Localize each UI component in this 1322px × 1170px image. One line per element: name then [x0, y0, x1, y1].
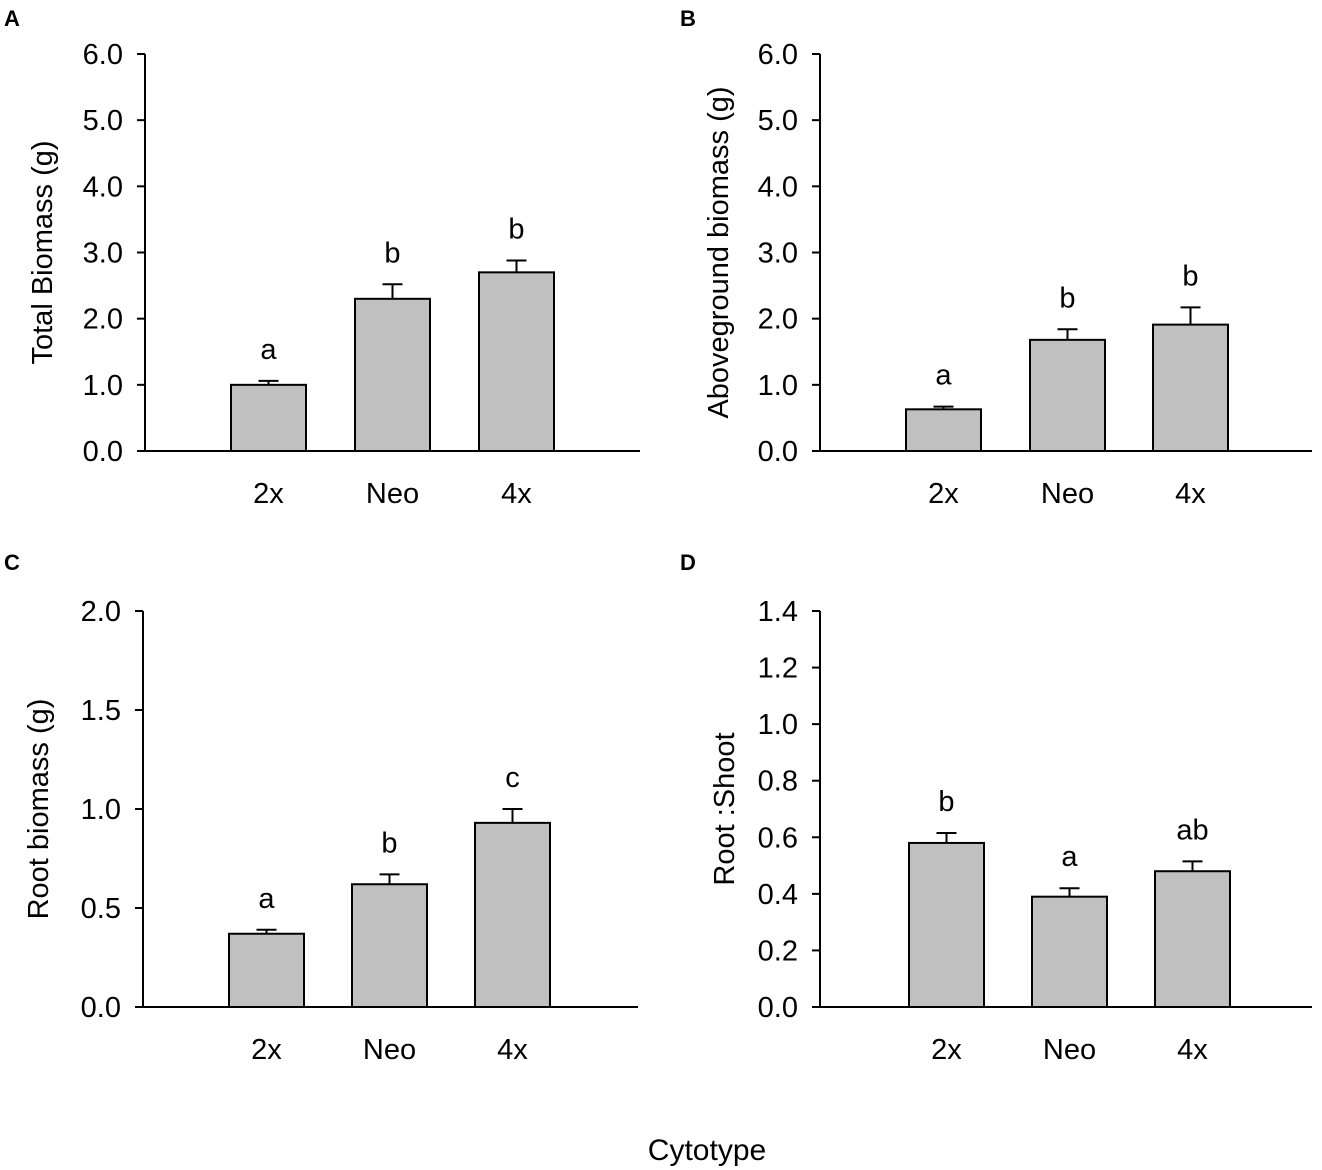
x-tick-label: 2x	[253, 478, 284, 510]
panel-b: B 0.0 1.0 2.0 3.0 4.0 5.0 6.0 Aboveground biomas…	[680, 6, 1312, 510]
y-tick-label: 1.0	[83, 370, 123, 402]
significance-label: a	[260, 334, 277, 366]
y-tick-label: 1.4	[758, 596, 798, 628]
y-axis-title: Total Biomass (g)	[27, 140, 59, 364]
panel-letter: A	[4, 6, 20, 31]
bar-2x	[908, 841, 985, 1009]
significance-label: b	[381, 827, 397, 859]
panel-letter: B	[680, 6, 696, 31]
y-tick-label: 4.0	[758, 171, 798, 203]
significance-label: a	[258, 883, 275, 915]
significance-label: b	[1182, 260, 1198, 292]
significance-label: b	[508, 213, 524, 245]
bar-neo	[354, 297, 431, 453]
significance-label: c	[505, 762, 520, 794]
x-axis-title: Cytotype	[648, 1134, 766, 1167]
y-tick-label: 0.0	[758, 992, 798, 1024]
y-tick-label: 2.0	[83, 304, 123, 336]
y-axis-title: Aboveground biomass (g)	[703, 86, 735, 418]
x-tick-label: 4x	[497, 1034, 528, 1066]
x-tick-label: Neo	[366, 478, 419, 510]
significance-label: a	[935, 360, 952, 392]
y-tick-label: 0.0	[758, 436, 798, 468]
bar-4x	[1154, 870, 1231, 1008]
panel-d: D 0.0 0.2 0.4 0.6 0.8 1.0 1.2 1.4 Root :Shoot b 2x a…	[680, 550, 1312, 1066]
y-tick-label: 6.0	[83, 39, 123, 71]
x-tick-label: 2x	[251, 1034, 282, 1066]
significance-label: b	[384, 237, 400, 269]
y-tick-label: 1.5	[81, 695, 121, 727]
y-tick-label: 4.0	[83, 171, 123, 203]
y-tick-label: 6.0	[758, 39, 798, 71]
bar-2x	[230, 383, 307, 453]
significance-label: b	[938, 786, 954, 818]
bar-neo	[1031, 895, 1108, 1009]
y-tick-label: 0.0	[81, 992, 121, 1024]
significance-label: ab	[1176, 814, 1208, 846]
y-tick-label: 1.0	[758, 370, 798, 402]
bar-neo	[1029, 338, 1106, 452]
y-tick-label: 1.0	[758, 709, 798, 741]
bar-2x	[905, 408, 982, 453]
bar-4x	[478, 271, 555, 452]
bar-4x	[1152, 323, 1229, 453]
y-tick-label: 0.6	[758, 822, 798, 854]
panel-letter: D	[680, 550, 696, 575]
x-tick-label: 2x	[928, 478, 959, 510]
bar-neo	[351, 883, 428, 1008]
y-tick-label: 0.8	[758, 766, 798, 798]
panel-c: C 0.0 0.5 1.0 1.5 2.0 Root biomass (g) a 2x b Neo c…	[4, 550, 638, 1066]
y-axis-title: Root :Shoot	[709, 732, 741, 885]
y-tick-label: 0.0	[83, 436, 123, 468]
bar-2x	[228, 932, 305, 1008]
significance-label: a	[1061, 841, 1078, 873]
panel-letter: C	[4, 550, 20, 575]
x-tick-label: Neo	[1041, 478, 1094, 510]
x-tick-label: Neo	[363, 1034, 416, 1066]
significance-label: b	[1059, 282, 1075, 314]
y-tick-label: 1.2	[758, 653, 798, 685]
x-tick-label: Neo	[1043, 1034, 1096, 1066]
y-tick-label: 3.0	[83, 238, 123, 270]
y-tick-label: 0.4	[758, 879, 798, 911]
y-tick-label: 5.0	[758, 105, 798, 137]
y-tick-label: 1.0	[81, 794, 121, 826]
panel-a: A 0.0 1.0 2.0 3.0 4.0 5.0 6.0 Total Biomass (g) a…	[4, 6, 640, 510]
x-tick-label: 2x	[931, 1034, 962, 1066]
y-tick-label: 2.0	[758, 304, 798, 336]
y-tick-label: 5.0	[83, 105, 123, 137]
x-tick-label: 4x	[1175, 478, 1206, 510]
y-tick-label: 2.0	[81, 596, 121, 628]
y-tick-label: 3.0	[758, 238, 798, 270]
x-tick-label: 4x	[501, 478, 532, 510]
bar-4x	[474, 821, 551, 1008]
y-axis-title: Root biomass (g)	[23, 699, 55, 920]
x-tick-label: 4x	[1177, 1034, 1208, 1066]
y-tick-label: 0.2	[758, 935, 798, 967]
y-tick-label: 0.5	[81, 893, 121, 925]
